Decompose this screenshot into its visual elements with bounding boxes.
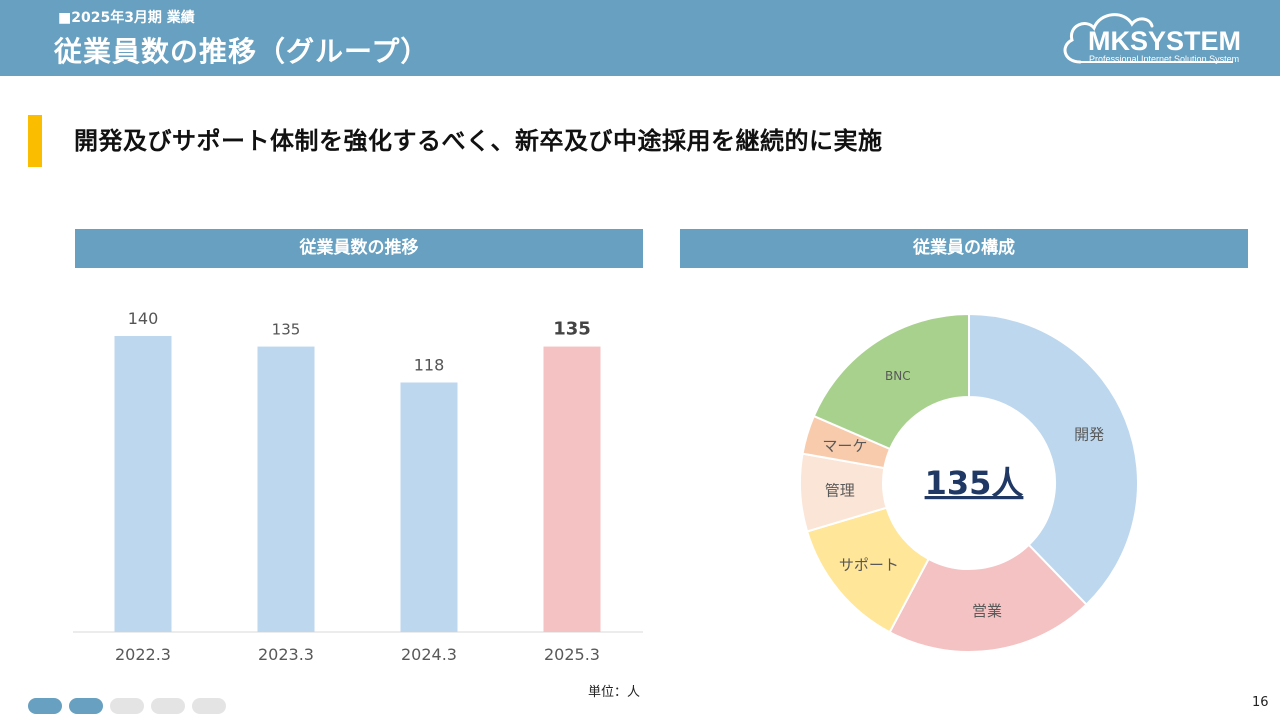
donut-slice-label: 管理 [825,482,855,500]
bar-chart-title: 従業員数の推移 [75,229,643,268]
headline-accent-bar [28,115,42,167]
donut-center-total: 135人 [925,464,1024,502]
bar-value-label: 135 [553,319,591,340]
donut-slice-BNC [812,312,970,451]
logo-wordmark: MKSYSTEM [1088,26,1242,56]
x-tick-label: 2024.3 [401,645,457,664]
headline: 開発及びサポート体制を強化するべく、新卒及び中途採用を継続的に実施 [74,127,883,155]
donut-slice-label: 営業 [972,602,1002,620]
pagination-dot [110,698,144,714]
unit-label: 単位：人 [588,685,641,700]
header-subtitle: ■2025年3月期 業績 [58,10,195,26]
pagination-dot [151,698,185,714]
bar-2025.3 [543,346,601,632]
donut-chart-title: 従業員の構成 [680,229,1248,268]
bar-2023.3 [257,346,315,632]
page-number: 16 [1252,695,1269,710]
donut-slice-label: マーケ [822,437,867,455]
x-tick-label: 2022.3 [115,645,171,664]
cloud-icon [1063,13,1233,64]
x-tick-label: 2023.3 [258,645,314,664]
pagination-dot [28,698,62,714]
bar-2022.3 [114,336,172,632]
x-tick-label: 2025.3 [544,645,600,664]
bar-value-label: 135 [272,321,301,339]
bar-2024.3 [400,382,458,632]
header-banner: ■2025年3月期 業績 従業員数の推移（グループ） MKSYSTEM Prof… [0,0,1280,76]
bar-value-label: 140 [128,309,159,328]
pagination-dot [192,698,226,714]
employee-trend-bar-chart: 140 2022.3 135 2023.3 118 2024.3 135 2025.3 [73,309,643,664]
donut-slice-label: サポート [839,556,899,574]
donut-slice-開発 [968,312,1139,606]
page-title: 従業員数の推移（グループ） [54,35,430,68]
company-logo: MKSYSTEM Professional Internet Solution … [1058,6,1243,66]
logo-tagline: Professional Internet Solution System [1089,54,1240,64]
pagination-dot [69,698,103,714]
donut-slice-label: BNC [885,369,911,383]
donut-slice-label: 開発 [1074,425,1104,443]
donut-slice-営業 [888,543,1088,653]
bar-value-label: 118 [414,356,445,375]
